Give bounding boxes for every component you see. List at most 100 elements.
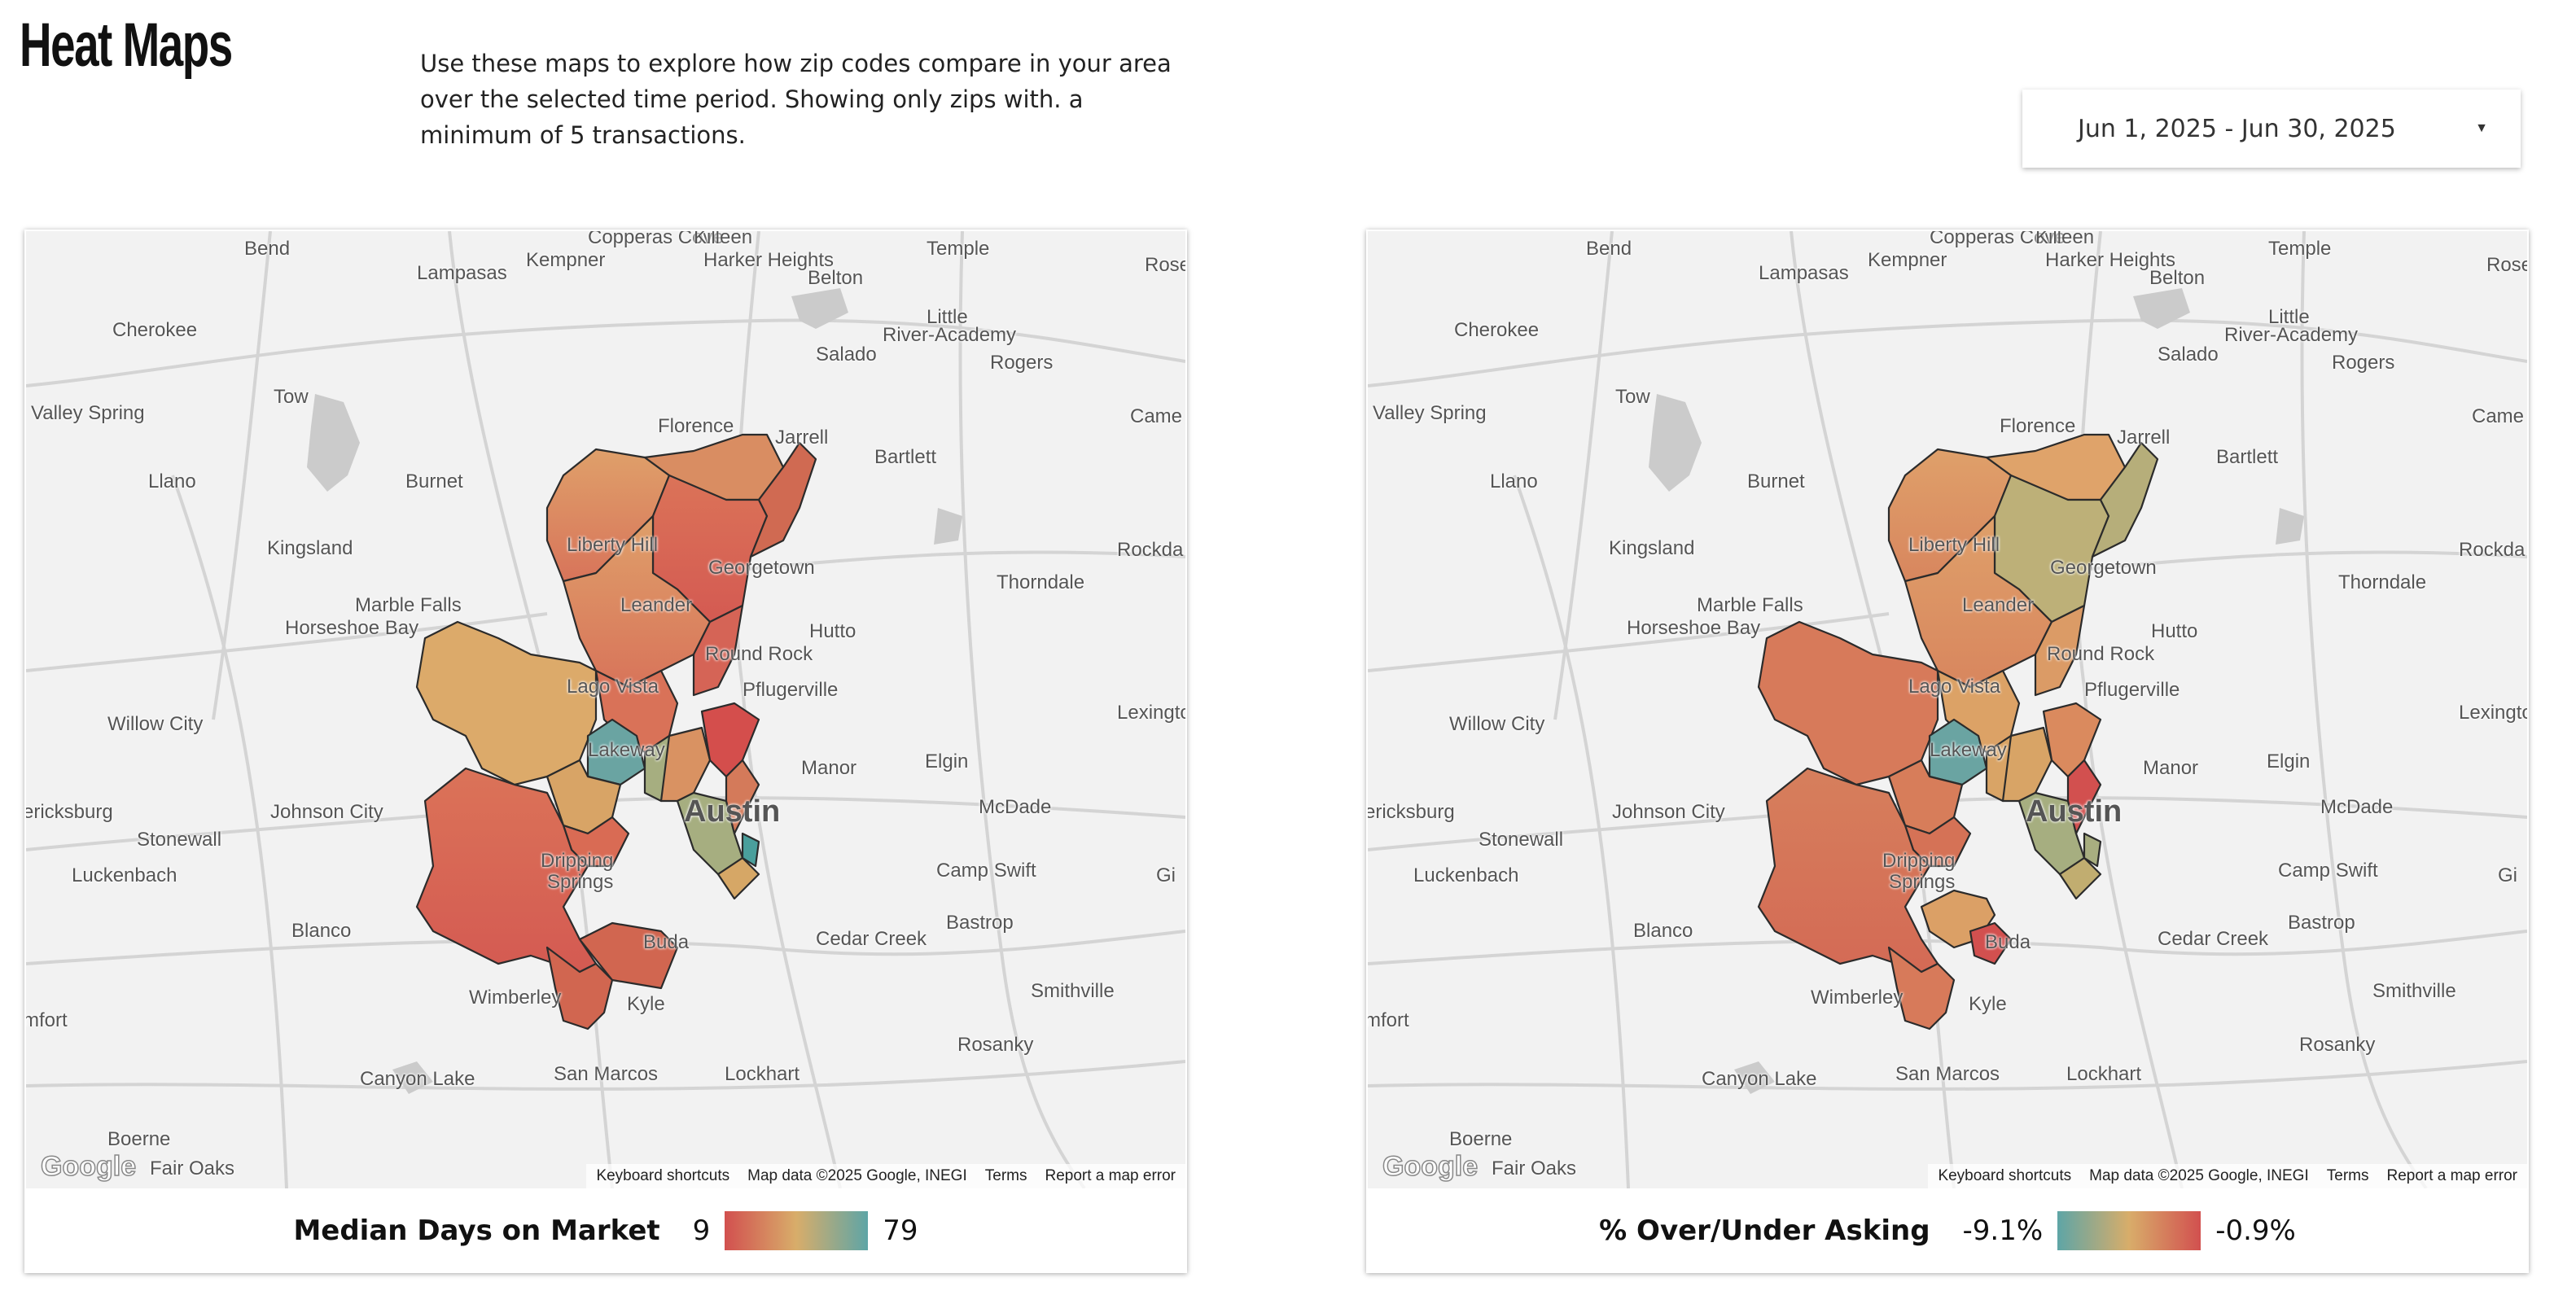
place-label: River-Academy [883,324,1017,346]
place-label: San Marcos [1895,1063,2000,1085]
place-label: Kempner [526,249,606,271]
report-map-error-link[interactable]: Report a map error [1045,1167,1176,1184]
place-label: Tow [1615,386,1650,408]
place-label: Bastrop [946,912,1014,934]
place-label: Florence [2000,415,2076,437]
place-label: San Marcos [554,1063,659,1085]
place-label: Florence [658,415,734,437]
legend-title: Median Days on Market [293,1214,660,1247]
place-label: Stonewall [1479,829,1564,851]
place-label: Manor [2143,757,2199,779]
place-label: Springs [1889,871,1956,893]
google-logo: Google [40,1150,137,1183]
place-label: Smithville [2372,980,2456,1002]
place-label: River-Academy [2224,324,2359,346]
place-label: ericksburg [1368,801,1455,823]
place-label: Fair Oaks [150,1157,235,1179]
place-label: Copperas Cove [1930,231,2066,248]
map-attribution: Keyboard shortcuts Map data ©2025 Google… [1928,1164,2527,1188]
place-label: Luckenbach [1413,864,1519,886]
page-description: Use these maps to explore how zip codes … [420,50,1172,149]
zip-downtown [2058,856,2102,900]
place-label: Canyon Lake [1702,1068,1817,1090]
place-label: McDade [979,796,1052,818]
place-label: Hutto [809,620,856,642]
place-label: Springs [547,871,614,893]
terms-link[interactable]: Terms [984,1167,1027,1184]
legend-title: % Over/Under Asking [1599,1214,1930,1247]
place-label: Came [1130,405,1183,427]
keyboard-shortcuts-link[interactable]: Keyboard shortcuts [1938,1167,2072,1184]
legend-min: 9 [692,1214,711,1247]
place-label: McDade [2320,796,2394,818]
zip-dripping-springs [415,767,598,974]
report-map-error-link[interactable]: Report a map error [2386,1167,2517,1184]
place-label: Tow [274,386,309,408]
zip-east-austin [725,759,760,835]
place-label: Kyle [1969,993,2007,1015]
zip-lago-vista [415,620,598,786]
place-label: Luckenbach [72,864,177,886]
place-label: Cherokee [1454,319,1540,341]
place-label: Johnson City [1612,801,1725,823]
place-label: Wimberley [469,987,562,1009]
zip-round-rock [692,604,744,697]
place-label: Manor [801,757,857,779]
place-label: Kyle [627,993,665,1015]
zip-north-austin [659,726,712,803]
place-label: Harker Heights [2045,249,2176,271]
map-card-over-under-asking: Bend Lampasas Copperas Cove Killeen Kemp… [1366,230,2529,1273]
place-label: Bend [244,238,291,260]
place-label: Georgetown [2050,557,2157,579]
place-label: Lakeway [1930,739,2007,761]
place-label: Kingsland [1609,537,1695,559]
place-label: Lago Vista [1908,676,2000,698]
terms-link[interactable]: Terms [2326,1167,2369,1184]
place-label: Jarrell [2117,427,2171,449]
place-label: Buda [1985,931,2031,953]
zip-dripping-springs [1757,767,1939,974]
lakes [307,288,962,1094]
date-range-picker[interactable]: Jun 1, 2025 - Jun 30, 2025 ▼ [2022,90,2521,168]
place-label: Gi [1156,864,1176,886]
place-label: Blanco [1633,920,1693,942]
date-range-value: Jun 1, 2025 - Jun 30, 2025 [2078,114,2396,143]
map-data-credit: Map data ©2025 Google, INEGI [2089,1167,2309,1184]
place-label: Temple [2268,238,2332,260]
place-label: Dripping [1882,850,1956,872]
place-label: Lexingto [1117,702,1185,724]
place-label: Elgin [925,750,969,772]
color-ramp [2057,1211,2201,1250]
place-label: Kempner [1868,249,1947,271]
place-label: Bartlett [874,446,937,468]
color-ramp [725,1211,869,1250]
place-label: Rogers [2332,352,2395,374]
place-label: Salado [2158,344,2219,365]
place-label: Lampasas [417,262,507,284]
place-label: Camp Swift [2278,860,2378,882]
place-label: Cedar Creek [2158,928,2269,950]
place-label: Stonewall [137,829,222,851]
keyboard-shortcuts-link[interactable]: Keyboard shortcuts [596,1167,730,1184]
zip-circle-c [1969,921,2013,965]
place-label: Pflugerville [2084,679,2180,701]
place-label: Bend [1586,238,1632,260]
place-label: Gi [2498,864,2517,886]
zip-lago-vista [1757,620,1939,786]
place-label: Blanco [291,920,352,942]
place-label: Salado [816,344,877,365]
place-label: Jarrell [775,427,829,449]
place-label: Rosanky [957,1034,1034,1056]
place-label: Rose [2486,254,2527,276]
map-days-on-market[interactable]: Bend Lampasas Copperas Cove Killeen Kemp… [26,231,1185,1188]
place-label: mfort [1368,1009,1409,1031]
place-label: Smithville [1031,980,1115,1002]
zip-east-austin [2066,759,2102,835]
place-label: Round Rock [2047,643,2155,665]
legend-max: -0.9% [2215,1214,2296,1247]
place-label: Marble Falls [355,594,462,616]
google-logo: Google [1382,1150,1479,1183]
map-over-under-asking[interactable]: Bend Lampasas Copperas Cove Killeen Kemp… [1368,231,2527,1188]
place-label: Willow City [1449,713,1545,735]
place-label: ericksburg [26,801,113,823]
